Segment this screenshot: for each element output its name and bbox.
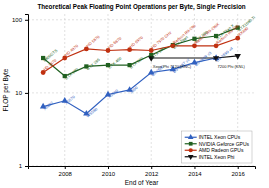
legend-label: INTEL Xeon Phi xyxy=(199,154,235,160)
annotation: GTX 280 xyxy=(64,66,80,81)
grid-line-y xyxy=(28,92,255,93)
y-axis: 1 10 100 xyxy=(12,15,29,170)
legend-symbol xyxy=(189,148,193,152)
tick-mark xyxy=(108,166,109,169)
legend-symbol xyxy=(189,142,193,146)
legend-label: AMD Radeon GPUs xyxy=(199,147,244,153)
tick-mark xyxy=(65,166,66,169)
annotation: 7200 Phi (KNL) xyxy=(218,64,246,69)
tick: 2012 xyxy=(145,166,159,177)
tick-label: 2012 xyxy=(145,171,159,177)
legend-item: AMD Radeon GPUs xyxy=(185,147,244,153)
annotation: X5680 xyxy=(107,88,120,100)
legend-label: NVIDIA Geforce GPUs xyxy=(199,141,250,147)
annotation: HD 6870 xyxy=(107,35,123,49)
tick-label: 2010 xyxy=(102,171,116,177)
annotation: HD 3870 xyxy=(42,57,58,71)
tick-mark xyxy=(25,93,28,94)
annotation: GTX 560 xyxy=(129,55,145,70)
legend-box xyxy=(182,131,252,163)
x-axis-title: End of Year xyxy=(125,179,159,186)
tick-label: 2008 xyxy=(59,171,73,177)
chart: 2008 2010 2012 2014 2016 1 10 100 X5482 X5570 W558… xyxy=(0,0,269,188)
tick-mark xyxy=(238,166,239,169)
grid-line-y xyxy=(28,19,255,20)
tick-mark xyxy=(25,20,28,21)
grid-line-x xyxy=(64,14,65,166)
legend-symbol xyxy=(188,134,194,139)
annotation: HD 6970 xyxy=(129,34,145,48)
annotation: HD 4870 xyxy=(64,43,80,57)
legend-item: INTEL Xeon Phi xyxy=(185,154,235,161)
y-axis-title: FLOP per Byte xyxy=(2,68,10,111)
tick: 2016 xyxy=(232,166,246,177)
annotation: E5-2699 v4 xyxy=(215,45,234,62)
title: Theoretical Peak Floating Point Operatio… xyxy=(37,3,245,11)
annotation: X5482 xyxy=(42,100,55,112)
axis-line xyxy=(25,15,29,167)
marker xyxy=(234,54,240,60)
line xyxy=(43,38,238,72)
annotations: X5482X5570W5580X56803600E5-2680E5-2687 v… xyxy=(42,15,256,119)
annotation: RX480 xyxy=(237,25,250,37)
annotation: HD 5870 xyxy=(85,34,101,48)
tick-label: 10 xyxy=(15,90,22,96)
tick: 10 xyxy=(15,90,28,96)
annotation: HD 7970 GHz xyxy=(150,30,172,50)
legend-label: INTEL Xeon CPUs xyxy=(199,134,241,140)
annotation: E5-2699 v3 xyxy=(193,50,212,67)
annotation: Xeon Phi 7120 (KNC) xyxy=(153,64,192,69)
tick-mark xyxy=(194,166,195,169)
annotation: X5570 xyxy=(64,94,77,106)
tick: 2008 xyxy=(59,166,73,177)
tick-label: 2014 xyxy=(188,171,202,177)
annotation: 3600 xyxy=(129,85,140,95)
tick-label: 100 xyxy=(12,17,23,23)
grid-line-x xyxy=(151,14,152,166)
annotation: GTX 285 xyxy=(85,57,101,72)
plot-area xyxy=(40,26,241,116)
grid xyxy=(28,14,255,166)
tick-mark xyxy=(151,166,152,169)
x-axis: 2008 2010 2012 2014 2016 xyxy=(29,166,256,177)
legend-item: NVIDIA Geforce GPUs xyxy=(185,141,250,147)
tick-label: 2016 xyxy=(232,171,246,177)
tick-label: 1 xyxy=(19,163,23,169)
tick: 1 xyxy=(19,163,28,169)
axis-line xyxy=(29,167,256,170)
tick: 2014 xyxy=(188,166,202,177)
grid-line-x xyxy=(107,14,108,166)
legend-symbol xyxy=(188,155,194,160)
tick-mark xyxy=(25,166,28,167)
annotation: GTX 460 xyxy=(107,55,123,70)
tick: 100 xyxy=(12,17,28,23)
legend: INTEL Xeon CPUsNVIDIA Geforce GPUsAMD Ra… xyxy=(182,131,252,163)
annotation: W5580 xyxy=(85,106,99,118)
tick: 2010 xyxy=(102,166,116,177)
legend-item: INTEL Xeon CPUs xyxy=(185,134,241,140)
